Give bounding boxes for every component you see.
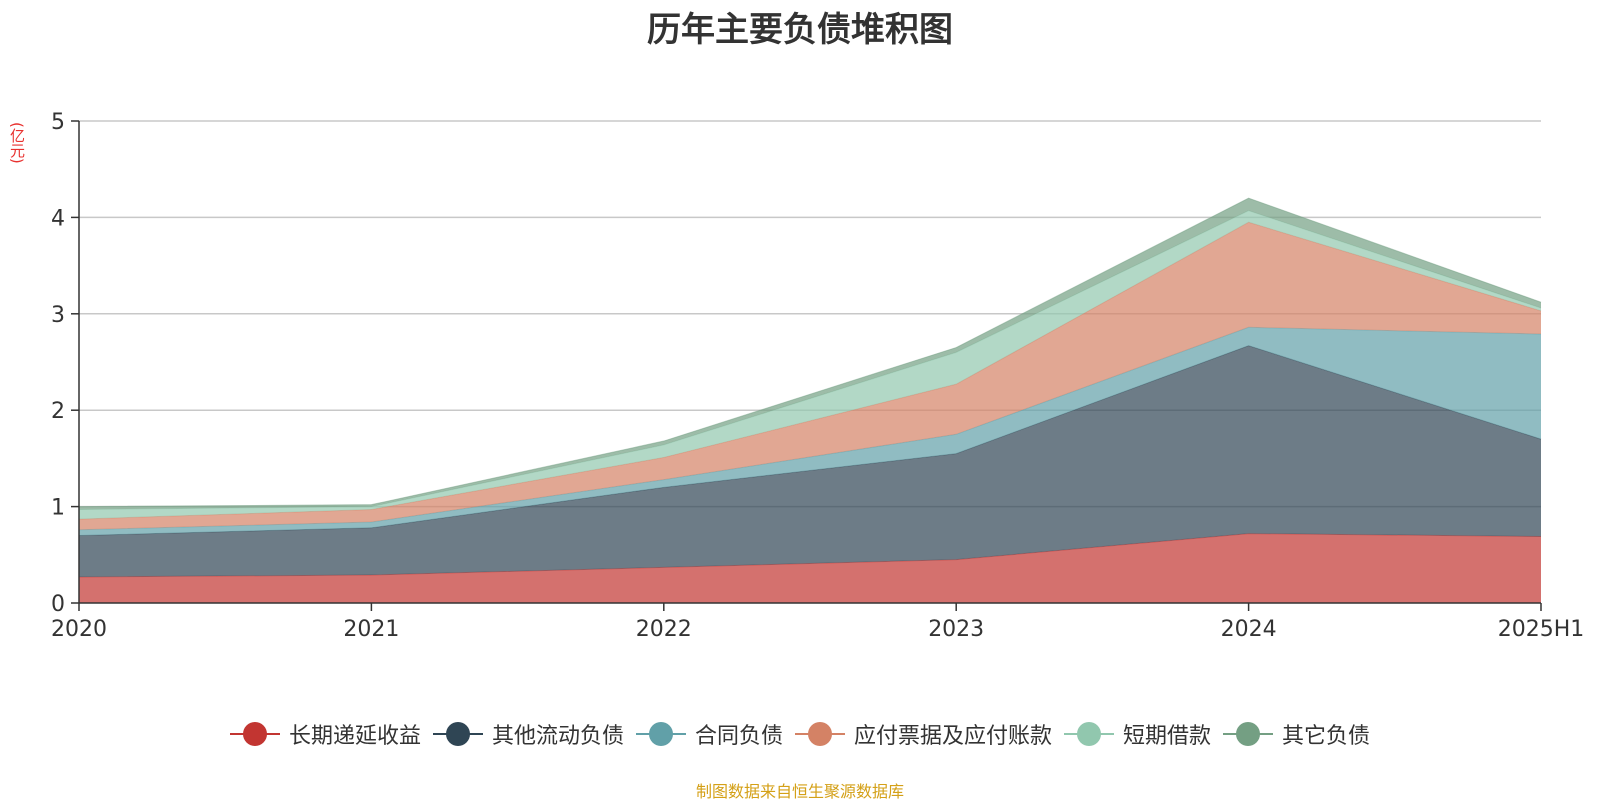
legend-marker-icon xyxy=(635,721,686,747)
legend-marker-icon xyxy=(229,721,280,747)
legend-item[interactable]: 长期递延收益 xyxy=(229,718,421,750)
legend-marker-icon xyxy=(1064,721,1115,747)
y-tick-label: 4 xyxy=(51,206,65,231)
legend-item[interactable]: 应付票据及应付账款 xyxy=(795,718,1052,750)
x-tick-label: 2020 xyxy=(51,617,107,642)
area-其他流动负债 xyxy=(79,345,1541,577)
legend: 长期递延收益 其他流动负债 合同负债 应付票据及应付账款 短期借款 其它负债 xyxy=(0,718,1600,750)
legend-label: 合同负债 xyxy=(694,724,783,749)
legend-item[interactable]: 合同负债 xyxy=(635,718,783,750)
tick-labels: 0 1 2 3 4 5 2020 2021 2022 2023 2024 2025H1 xyxy=(51,110,1584,642)
axes xyxy=(71,120,1542,611)
chart-plot: 0 1 2 3 4 5 2020 2021 2022 2023 2024 2025H1 xyxy=(51,110,1584,642)
x-tick-label: 2025H1 xyxy=(1498,617,1585,642)
y-tick-label: 5 xyxy=(51,110,65,135)
legend-marker-icon xyxy=(432,721,483,747)
y-tick-label: 1 xyxy=(51,496,65,521)
x-tick-label: 2022 xyxy=(636,617,692,642)
area-合同负债 xyxy=(79,327,1541,536)
y-tick-label: 3 xyxy=(51,303,65,328)
legend-label: 长期递延收益 xyxy=(288,724,421,749)
legend-label: 应付票据及应付账款 xyxy=(854,724,1053,749)
x-tick-label: 2021 xyxy=(343,617,399,642)
area-应付票据及应付账款 xyxy=(79,222,1541,530)
source-note: 制图数据来自恒生聚源数据库 xyxy=(695,782,904,801)
area-series xyxy=(78,197,1542,603)
area-长期递延收益 xyxy=(79,533,1541,603)
legend-label: 其他流动负债 xyxy=(491,724,624,749)
legend-marker-icon xyxy=(795,721,845,747)
x-tick-label: 2024 xyxy=(1221,617,1277,642)
legend-item[interactable]: 其它负债 xyxy=(1223,718,1370,750)
legend-item[interactable]: 其他流动负债 xyxy=(432,718,624,750)
y-axis-unit: (亿元) xyxy=(8,122,26,164)
legend-label: 短期借款 xyxy=(1123,724,1212,749)
x-tick-label: 2023 xyxy=(928,617,984,642)
chart-title: 历年主要负债堆积图 xyxy=(647,10,953,50)
legend-marker-icon xyxy=(1223,721,1274,747)
area-line-其它负债 xyxy=(78,197,1542,508)
legend-label: 其它负债 xyxy=(1282,724,1371,749)
y-tick-label: 2 xyxy=(51,399,65,424)
legend-item[interactable]: 短期借款 xyxy=(1064,718,1211,750)
y-tick-label: 0 xyxy=(51,592,65,617)
